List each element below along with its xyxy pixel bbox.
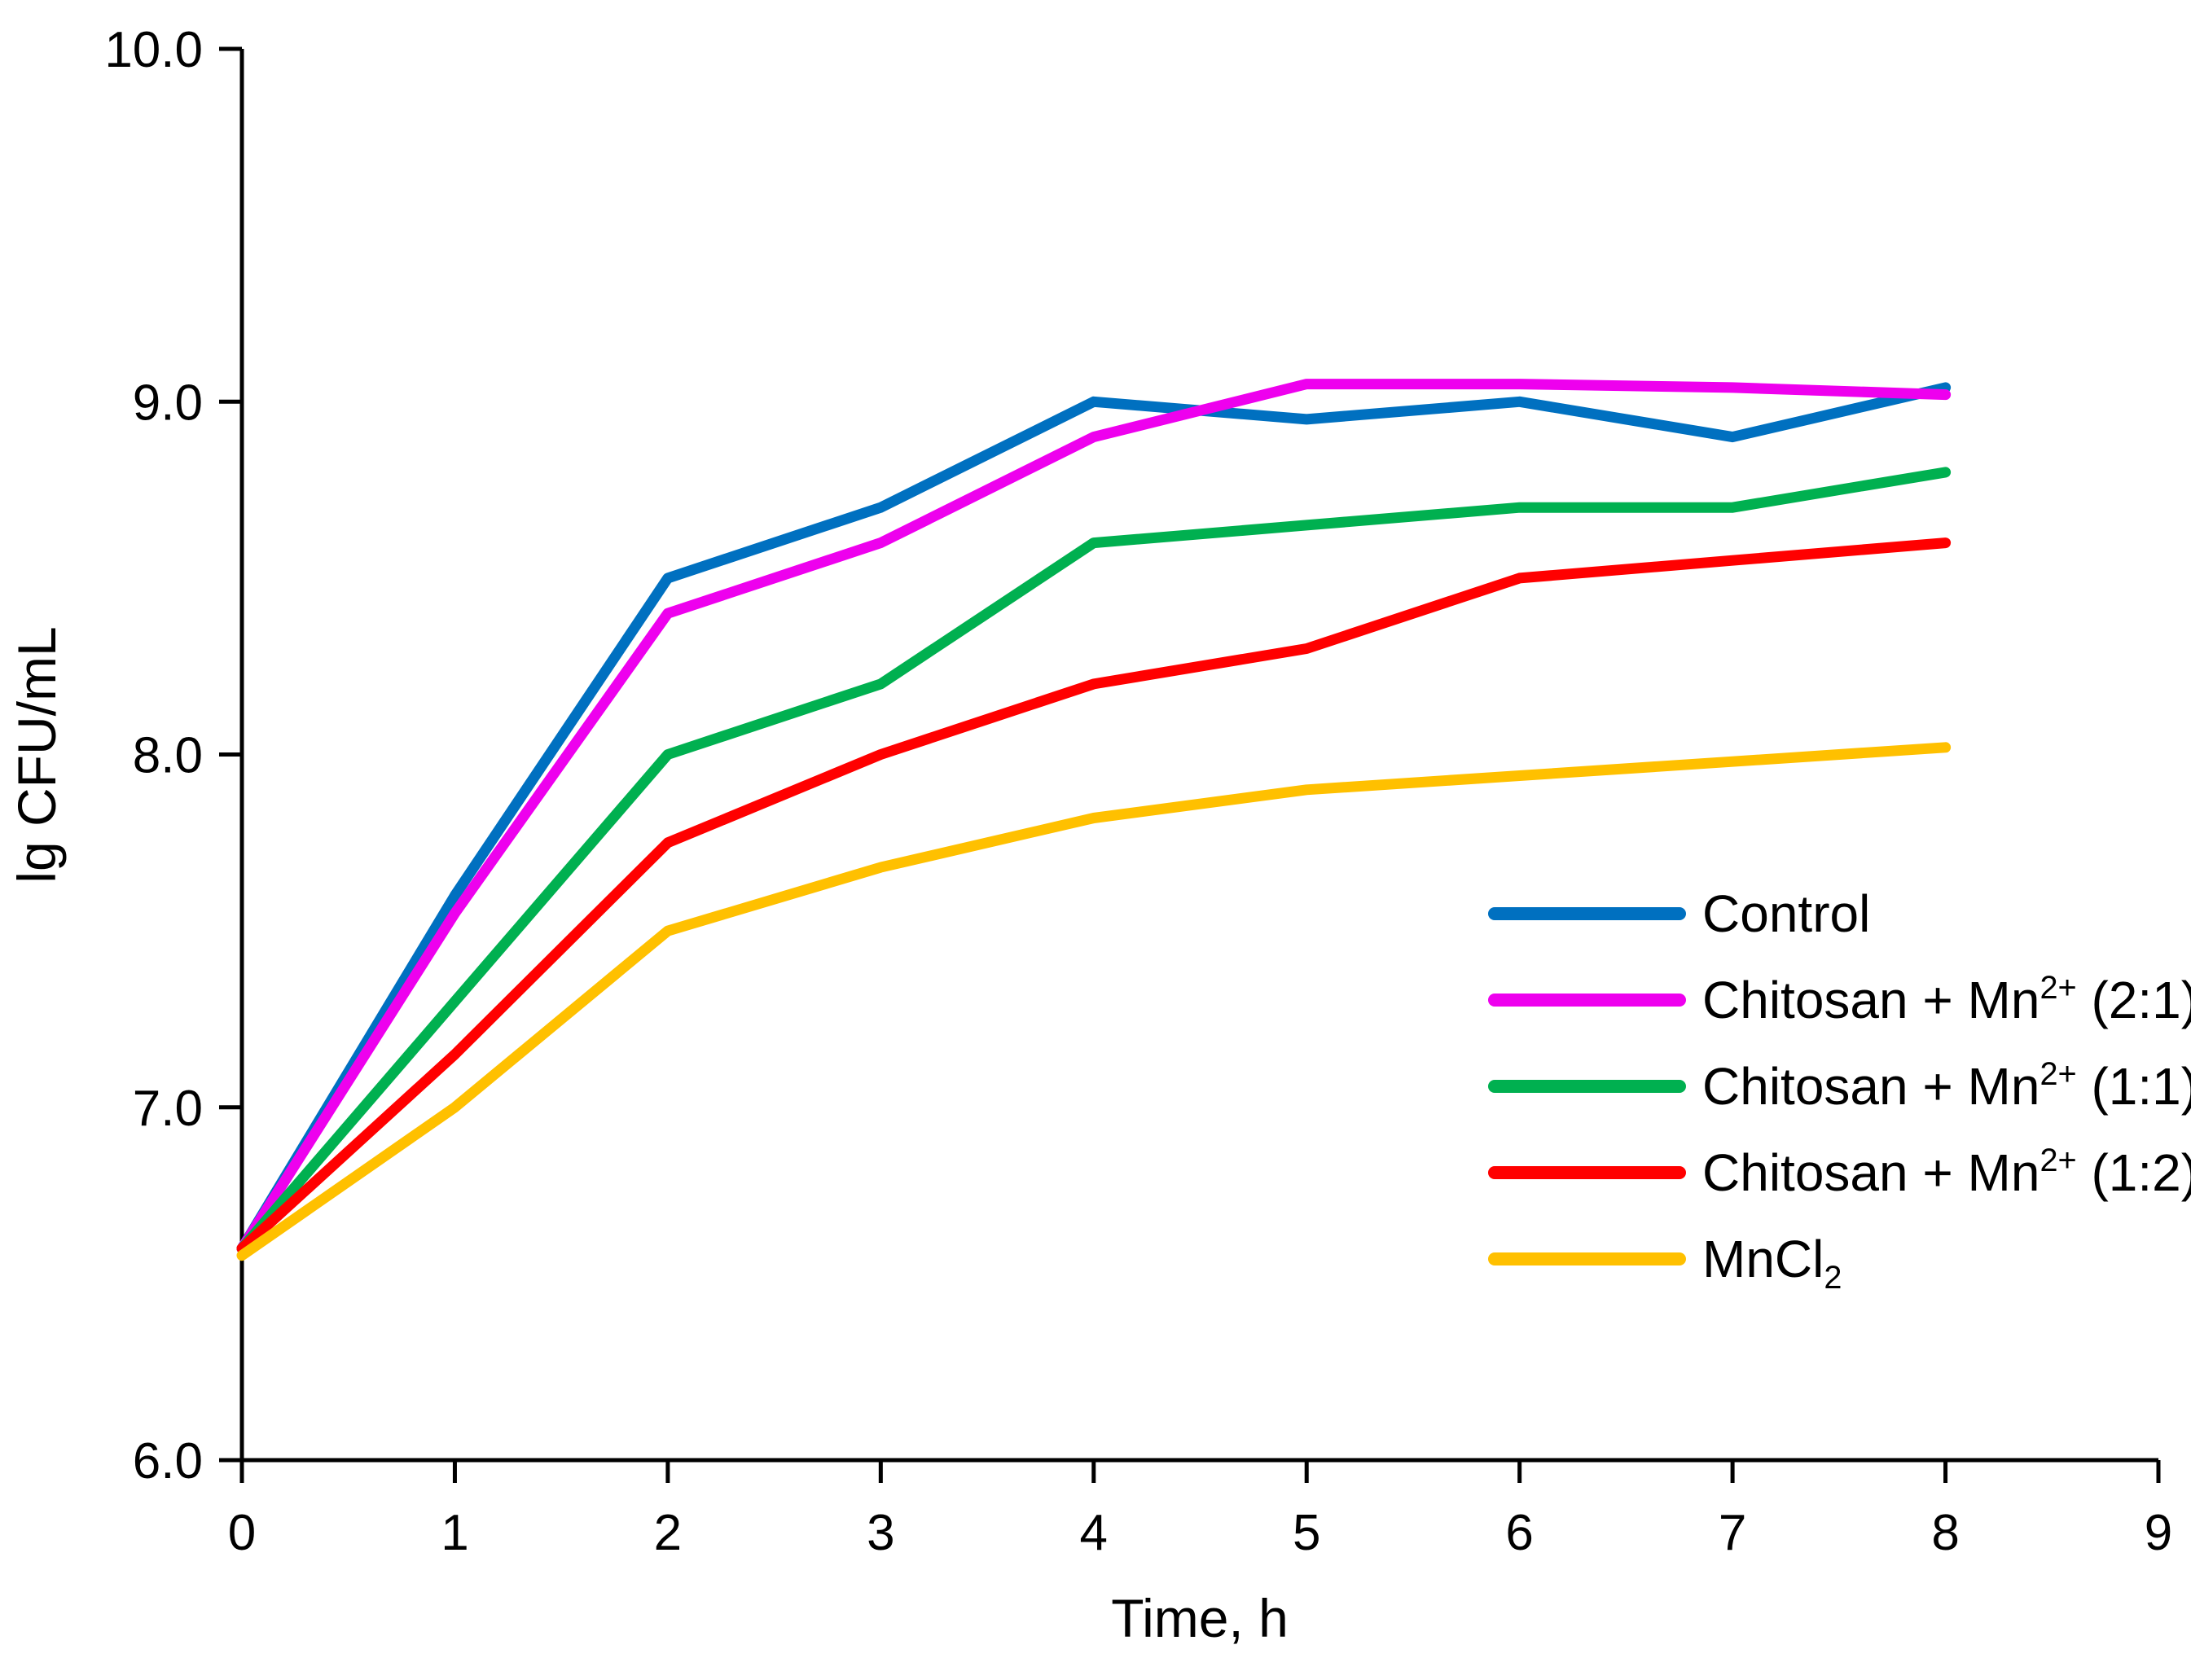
legend-label-superscript: 2+ <box>2040 970 2076 1006</box>
x-tick-label: 5 <box>1293 1505 1320 1561</box>
legend-label-text: Chitosan + Mn <box>1702 971 2040 1029</box>
x-tick-label: 9 <box>2145 1505 2172 1561</box>
x-tick-label: 6 <box>1505 1505 1533 1561</box>
legend-label-text: MnCl <box>1702 1230 1824 1288</box>
legend-label: MnCl2 <box>1702 1230 1842 1296</box>
x-tick-label: 1 <box>441 1505 468 1561</box>
legend-label-superscript: 2+ <box>2040 1056 2076 1092</box>
legend-label-subscript: 2 <box>1824 1260 1842 1296</box>
legend-label: Chitosan + Mn2+ (1:1) <box>1702 1056 2191 1116</box>
legend-label: Control <box>1702 884 1870 943</box>
legend-label-text: Chitosan + Mn <box>1702 1057 2040 1116</box>
y-tick-label: 8.0 <box>133 728 203 784</box>
legend-label-text: Chitosan + Mn <box>1702 1143 2040 1202</box>
series-line-control <box>236 382 1952 1254</box>
legend-label-text: (1:2) <box>2077 1143 2191 1202</box>
x-tick-label: 2 <box>654 1505 682 1561</box>
x-tick-label: 8 <box>1931 1505 1959 1561</box>
legend-label-text: (2:1) <box>2077 971 2191 1029</box>
x-tick-label: 3 <box>867 1505 894 1561</box>
legend-label-superscript: 2+ <box>2040 1143 2076 1178</box>
x-tick-label: 4 <box>1080 1505 1108 1561</box>
x-axis-title: Time, h <box>1111 1588 1289 1648</box>
legend-label: Chitosan + Mn2+ (1:2) <box>1702 1143 2191 1202</box>
y-tick-label: 9.0 <box>133 375 203 431</box>
series-line-chitosan-mn2-2-1- <box>236 379 1952 1254</box>
x-tick-label: 0 <box>228 1505 256 1561</box>
y-tick-label: 6.0 <box>133 1433 203 1489</box>
y-tick-label: 10.0 <box>104 22 203 78</box>
series-line-chitosan-mn2-1-1- <box>236 467 1952 1254</box>
series-line-mncl2 <box>236 742 1952 1261</box>
axes: 6.0 7.0 8.0 9.0 10.0 0 1 2 3 4 5 6 7 8 9 <box>104 22 2172 1561</box>
series-line-chitosan-mn2-1-2- <box>236 537 1952 1254</box>
legend-label-text: Control <box>1702 884 1870 943</box>
legend-label-text: (1:1) <box>2077 1057 2191 1116</box>
y-axis-title: lg CFU/mL <box>7 626 67 883</box>
legend-label: Chitosan + Mn2+ (2:1) <box>1702 970 2191 1029</box>
data-series <box>236 379 1952 1261</box>
y-tick-label: 7.0 <box>133 1081 203 1137</box>
x-tick-label: 7 <box>1719 1505 1746 1561</box>
